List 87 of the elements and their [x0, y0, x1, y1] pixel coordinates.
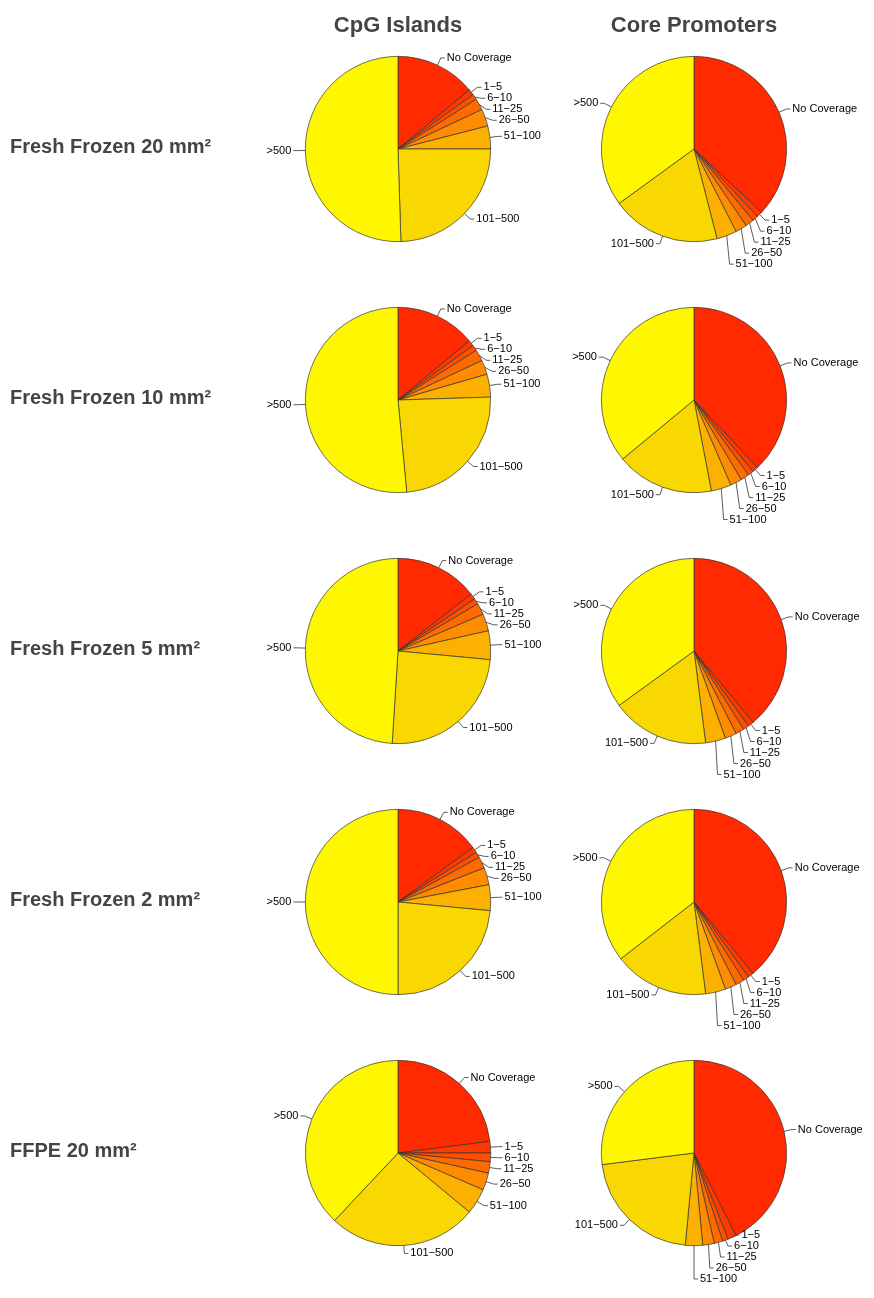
slice-label: >500 [572, 850, 598, 863]
slice-label: 1−5 [741, 1228, 761, 1241]
slice-label: No Coverage [793, 355, 859, 368]
slice-label: >500 [266, 895, 292, 908]
slice-label: 101−500 [604, 736, 649, 749]
slice-label: 6−10 [487, 91, 513, 104]
chart-title: Core Promoters [609, 12, 779, 38]
slice-label: 6−10 [488, 595, 514, 608]
slice-label: 1−5 [483, 80, 503, 93]
slice-label: 1−5 [771, 213, 790, 226]
slice-label: No Coverage [470, 1070, 536, 1083]
slice-label: 1−5 [766, 468, 786, 481]
slice-label: >500 [587, 1079, 613, 1092]
slice-label: 51−100 [729, 512, 767, 525]
slice-label: 101−500 [606, 988, 650, 1001]
slice-label: 6−10 [734, 1239, 759, 1252]
slice-label: 11−25 [749, 745, 780, 758]
slice-label: 6−10 [756, 985, 782, 998]
slice-label: 11−25 [503, 1161, 534, 1174]
slice-label: >500 [273, 1108, 299, 1121]
slice-label: 101−500 [610, 487, 654, 500]
slice-label: 11−25 [493, 606, 524, 619]
slice-label: 26−50 [498, 113, 530, 126]
slice-label: 26−50 [715, 1261, 747, 1274]
slice-label: 11−25 [760, 235, 791, 248]
slice-label: 1−5 [761, 723, 781, 736]
text: Fresh Frozen 20 mm² [10, 135, 212, 158]
slice-label: 101−500 [476, 212, 520, 225]
slice-label: 51−100 [503, 129, 541, 142]
slice-label: 101−500 [471, 969, 515, 982]
slice-label: 26−50 [751, 246, 783, 259]
slice-label: >500 [266, 640, 292, 653]
slice-label: No Coverage [449, 805, 515, 818]
slice-label: 26−50 [499, 1177, 531, 1190]
slice-label: No Coverage [794, 609, 860, 622]
slice-label: 1−5 [761, 974, 781, 987]
slice-label: 11−25 [492, 353, 523, 366]
slice-label: 6−10 [756, 734, 782, 747]
slice-label: 101−500 [469, 720, 513, 733]
slice-label: 11−25 [749, 996, 780, 1009]
slice-label: 1−5 [485, 584, 505, 597]
slice-label: 6−10 [490, 849, 516, 862]
slice-label: 51−100 [503, 377, 541, 390]
slice-label: 6−10 [766, 224, 792, 237]
slice-label: No Coverage [797, 1122, 863, 1135]
slice-label: 26−50 [499, 617, 531, 630]
slice-label: 51−100 [723, 767, 761, 780]
slice-label: 1−5 [483, 331, 503, 344]
slice-label: 51−100 [489, 1198, 527, 1211]
slice-label: 101−500 [410, 1246, 454, 1259]
slice-label: 11−25 [492, 102, 523, 115]
text: Fresh Frozen 5 mm² [10, 637, 201, 660]
slice-label: 6−10 [761, 479, 787, 492]
slice-label: No Coverage [448, 553, 514, 566]
slice-label: 101−500 [574, 1218, 618, 1231]
slice-label: 11−25 [755, 490, 786, 503]
slice-label: 51−100 [700, 1272, 738, 1285]
slice-label: 26−50 [500, 871, 532, 884]
slice-label: 11−25 [495, 860, 526, 873]
slice-label: 6−10 [504, 1150, 530, 1163]
slice-label: 6−10 [487, 342, 513, 355]
text: Fresh Frozen 10 mm² [10, 386, 212, 409]
text: Fresh Frozen 2 mm² [10, 888, 201, 911]
slice-label: 51−100 [723, 1018, 761, 1031]
slice-label: 51−100 [735, 257, 773, 270]
slice-label: >500 [573, 96, 599, 109]
slice-label: 1−5 [504, 1139, 524, 1152]
chart-title: CpG Islands [332, 12, 464, 38]
slice-label: 26−50 [498, 364, 530, 377]
slice-label: 101−500 [479, 459, 523, 472]
slice-label: No Coverage [794, 860, 860, 873]
text: FFPE 20 mm² [10, 1139, 137, 1162]
slice-label: No Coverage [446, 50, 512, 63]
slice-label: 11−25 [726, 1250, 757, 1263]
slice-label: 26−50 [739, 756, 771, 769]
slice-label: 26−50 [745, 501, 777, 514]
slice-label: 101−500 [610, 236, 654, 249]
slice-label: No Coverage [792, 102, 858, 115]
slice-label: 1−5 [487, 838, 506, 851]
slice-label: >500 [266, 397, 292, 410]
slice-label: 51−100 [504, 890, 542, 903]
slice-label: >500 [573, 598, 599, 611]
slice-label: >500 [572, 350, 597, 363]
slice-label: >500 [266, 143, 292, 156]
slice-label: 51−100 [504, 637, 542, 650]
slice-label: 26−50 [739, 1007, 771, 1020]
slice-label: No Coverage [446, 301, 512, 314]
